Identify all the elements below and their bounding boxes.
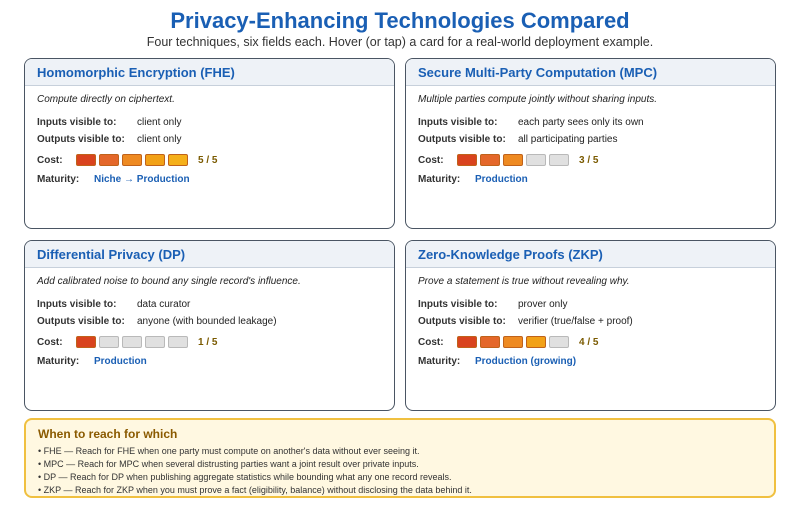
card-title: Homomorphic Encryption (FHE) [25,59,394,86]
cost-score: 4 / 5 [579,336,599,348]
maturity-value: Production [94,355,147,367]
inputs-value: prover only [518,299,568,310]
cost-meter [76,336,191,348]
card-zkp[interactable]: Zero-Knowledge Proofs (ZKP) Prove a stat… [405,240,776,411]
card-tagline: Add calibrated noise to bound any single… [37,276,301,287]
cost-segment [145,336,165,348]
maturity-value: Niche → Production [94,173,190,185]
cost-segment [526,154,546,166]
cost-segment [480,336,500,348]
cost-segment [457,336,477,348]
card-title: Differential Privacy (DP) [25,241,394,268]
cost-label: Cost: [37,154,63,166]
card-title: Zero-Knowledge Proofs (ZKP) [406,241,775,268]
outputs-label: Outputs visible to: [37,316,125,327]
cost-segment [549,336,569,348]
maturity-label: Maturity: [418,173,461,185]
cost-score: 1 / 5 [198,336,218,348]
card-dp[interactable]: Differential Privacy (DP) Add calibrated… [24,240,395,411]
maturity-value: Production (growing) [475,355,577,367]
inputs-label: Inputs visible to: [37,299,117,310]
inputs-label: Inputs visible to: [418,117,498,128]
cost-segment [76,154,96,166]
guide-item-mpc: • MPC — Reach for MPC when several distr… [38,459,419,469]
guide-title: When to reach for which [38,427,178,441]
cost-segment [122,154,142,166]
cost-score: 5 / 5 [198,154,218,166]
cost-segment [526,336,546,348]
cost-segment [168,336,188,348]
cost-segment [503,336,523,348]
outputs-value: client only [137,134,182,145]
cost-segment [122,336,142,348]
cost-meter [457,154,572,166]
outputs-value: anyone (with bounded leakage) [137,316,277,327]
maturity-label: Maturity: [37,355,80,367]
guide-item-dp: • DP — Reach for DP when publishing aggr… [38,472,452,482]
inputs-label: Inputs visible to: [37,117,117,128]
cost-meter [457,336,572,348]
card-tagline: Compute directly on ciphertext. [37,94,175,105]
outputs-value: verifier (true/false + proof) [518,316,633,327]
maturity-label: Maturity: [418,355,461,367]
maturity-label: Maturity: [37,173,80,185]
cost-label: Cost: [418,154,444,166]
cost-score: 3 / 5 [579,154,599,166]
card-title: Secure Multi-Party Computation (MPC) [406,59,775,86]
card-tagline: Multiple parties compute jointly without… [418,94,658,105]
cost-segment [145,154,165,166]
cost-label: Cost: [37,336,63,348]
cost-label: Cost: [418,336,444,348]
inputs-value: data curator [137,299,191,310]
card-tagline: Prove a statement is true without reveal… [418,276,630,287]
when-to-use-panel: When to reach for which • FHE — Reach fo… [24,418,776,498]
inputs-value: each party sees only its own [518,117,644,128]
maturity-value: Production [475,173,528,185]
cost-segment [168,154,188,166]
cost-segment [99,336,119,348]
inputs-value: client only [137,117,182,128]
cost-meter [76,154,191,166]
cost-segment [457,154,477,166]
outputs-label: Outputs visible to: [418,316,506,327]
outputs-label: Outputs visible to: [37,134,125,145]
card-mpc[interactable]: Secure Multi-Party Computation (MPC) Mul… [405,58,776,229]
guide-item-fhe: • FHE — Reach for FHE when one party mus… [38,446,420,456]
outputs-value: all participating parties [518,134,618,145]
cost-segment [549,154,569,166]
inputs-label: Inputs visible to: [418,299,498,310]
page-title: Privacy-Enhancing Technologies Compared [170,8,630,33]
cost-segment [480,154,500,166]
card-fhe[interactable]: Homomorphic Encryption (FHE) Compute dir… [24,58,395,229]
cost-segment [503,154,523,166]
outputs-label: Outputs visible to: [418,134,506,145]
cost-segment [76,336,96,348]
page-subtitle: Four techniques, six fields each. Hover … [146,35,654,49]
cost-segment [99,154,119,166]
guide-item-zkp: • ZKP — Reach for ZKP when you must prov… [38,485,472,495]
